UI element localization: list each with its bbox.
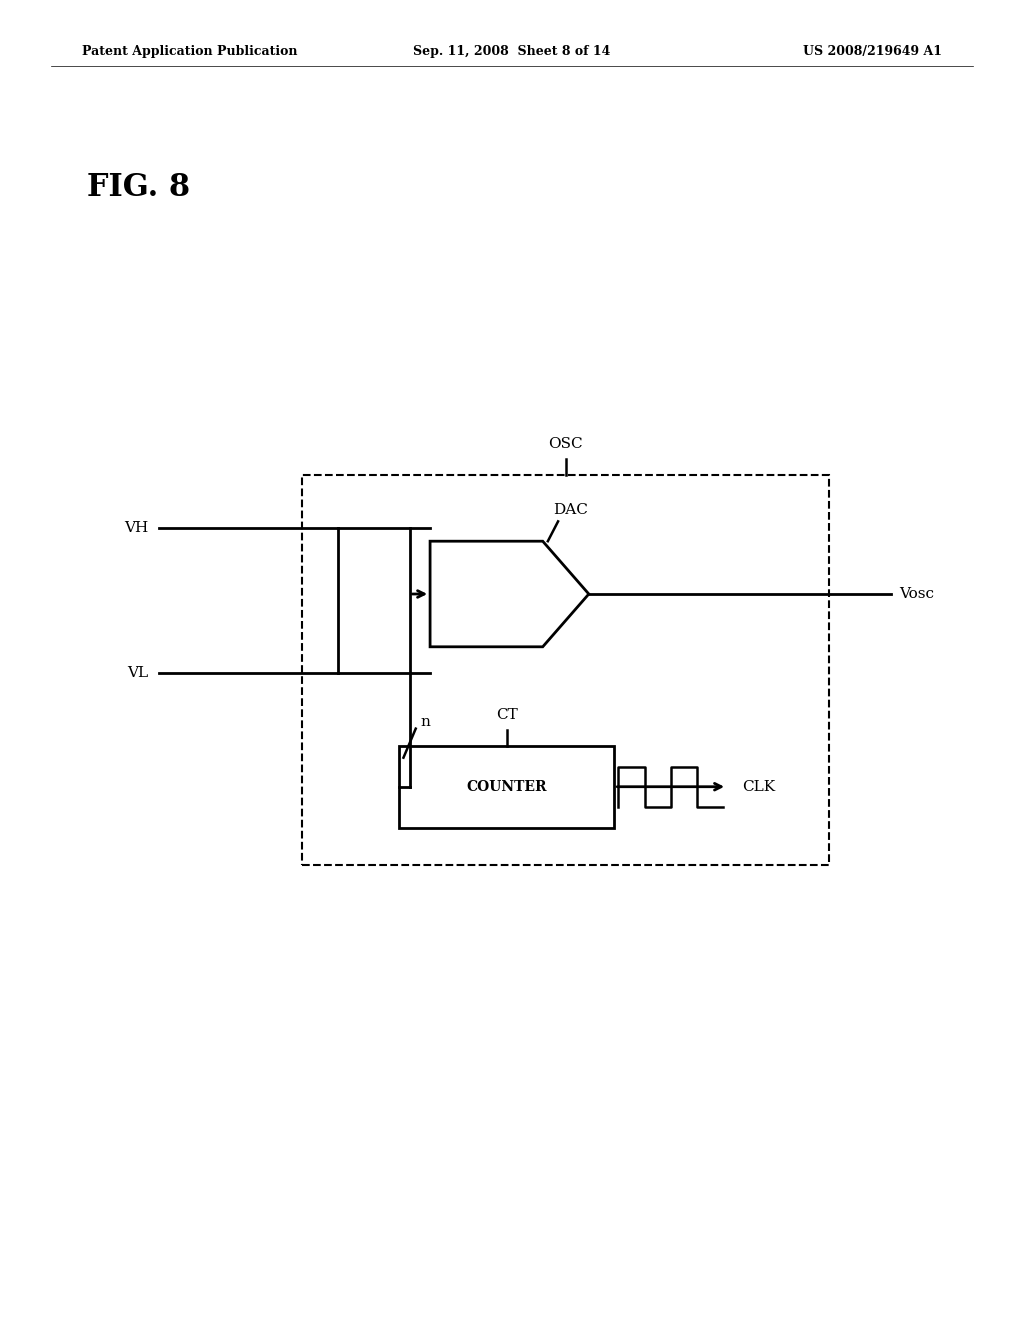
Text: DAC: DAC [553, 503, 588, 517]
Text: Vosc: Vosc [899, 587, 934, 601]
Text: COUNTER: COUNTER [467, 780, 547, 793]
Text: Patent Application Publication: Patent Application Publication [82, 45, 297, 58]
Text: VH: VH [124, 521, 148, 535]
Text: OSC: OSC [549, 437, 583, 451]
Polygon shape [430, 541, 589, 647]
Text: CLK: CLK [742, 780, 775, 793]
Text: US 2008/219649 A1: US 2008/219649 A1 [803, 45, 942, 58]
Text: FIG. 8: FIG. 8 [87, 172, 190, 202]
Text: n: n [421, 714, 431, 729]
Bar [399, 746, 614, 828]
Text: VL: VL [127, 667, 148, 680]
Bar [302, 475, 829, 865]
Text: Sep. 11, 2008  Sheet 8 of 14: Sep. 11, 2008 Sheet 8 of 14 [414, 45, 610, 58]
Text: CT: CT [496, 708, 518, 722]
